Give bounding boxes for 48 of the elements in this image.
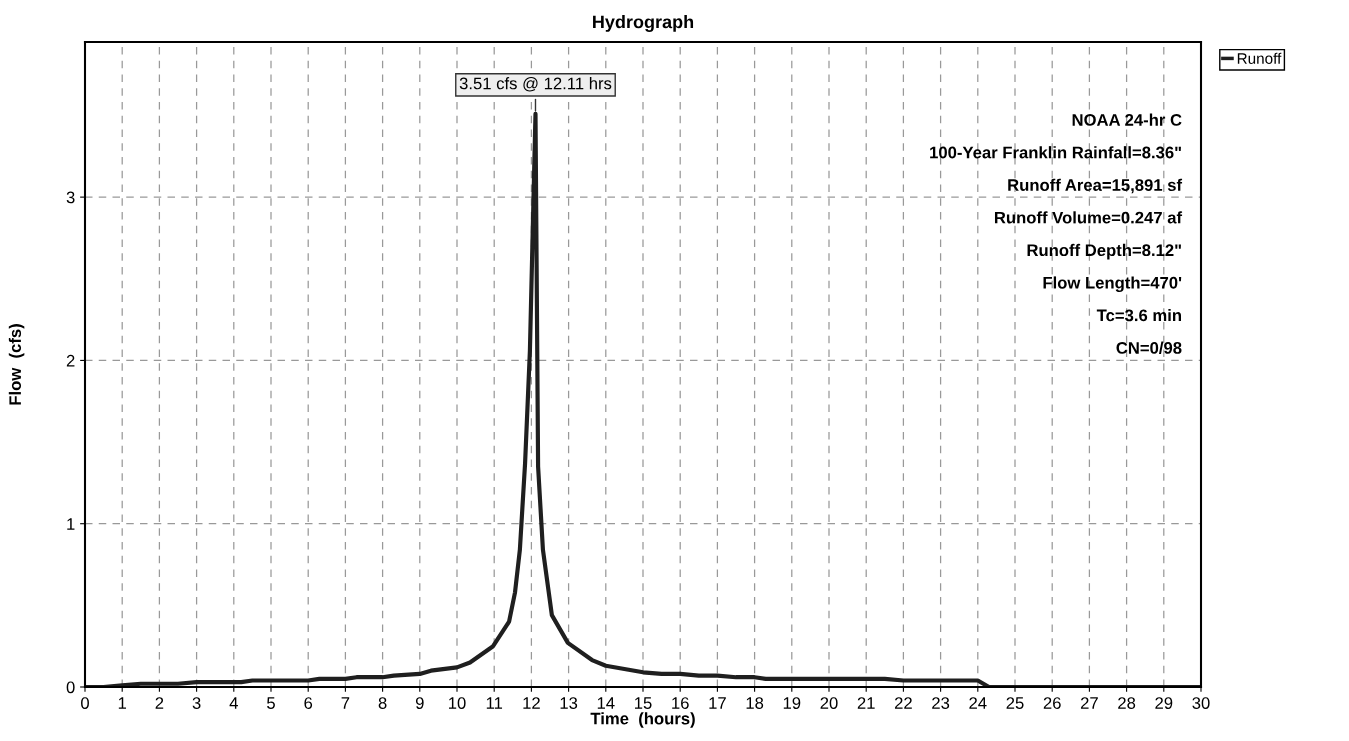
x-tick-label: 4 [229, 697, 238, 709]
x-tick-label: 8 [378, 697, 387, 709]
x-tick-label: 5 [267, 697, 275, 709]
x-tick-label: 29 [1155, 697, 1173, 709]
x-tick-label: 23 [932, 697, 950, 709]
x-tick-label: 15 [635, 697, 652, 709]
y-tick-label: 3 [66, 191, 75, 204]
x-tick-label: 22 [894, 697, 912, 709]
annotation: Runoff Area=15,891 sf [1008, 178, 1183, 194]
x-tick-label: 14 [597, 697, 615, 709]
x-tick-label: 20 [820, 697, 838, 709]
y-axis-title: Flow (cfs) [8, 324, 25, 405]
y-tick-label: 1 [67, 518, 75, 530]
legend-label: Runoff [1237, 52, 1282, 64]
annotation: 3.51 cfs @ 12.11 hrs [459, 77, 612, 92]
x-tick-label: 11 [486, 697, 503, 709]
x-tick-label: 12 [523, 697, 540, 709]
chart-title: Hydrograph [593, 15, 694, 32]
x-tick-label: 10 [449, 697, 466, 709]
x-axis-title: Time (hours) [590, 712, 695, 728]
x-tick-label: 30 [1192, 697, 1210, 709]
x-tick-label: 25 [1006, 697, 1024, 709]
x-tick-label: 6 [304, 697, 313, 709]
x-tick-label: 21 [857, 697, 875, 709]
x-tick-label: 17 [709, 697, 726, 709]
x-tick-label: 18 [746, 697, 764, 709]
x-tick-label: 7 [341, 697, 350, 709]
y-tick-label: 2 [66, 354, 75, 367]
x-tick-label: 3 [192, 697, 201, 709]
x-tick-label: 13 [560, 697, 578, 709]
x-tick-label: 27 [1080, 697, 1098, 709]
x-tick-label: 24 [969, 697, 987, 709]
x-tick-label: 9 [415, 697, 424, 709]
y-tick-label: 0 [66, 681, 75, 694]
x-tick-label: 1 [118, 697, 127, 709]
x-tick-label: 16 [672, 697, 689, 709]
x-tick-label: 28 [1118, 697, 1136, 709]
x-tick-label: 0 [81, 697, 89, 709]
x-tick-label: 2 [155, 697, 164, 709]
annotation: 100-Year Franklin Rainfall=8.36" [930, 146, 1181, 159]
annotation: CN=0/98 [1116, 341, 1182, 354]
x-tick-label: 26 [1043, 697, 1061, 709]
annotation: NOAA 24-hr C [1072, 113, 1182, 126]
x-tick-label: 19 [783, 697, 801, 709]
annotation: Runoff Depth=8.12" [1027, 243, 1181, 260]
annotation: Tc=3.6 min [1096, 309, 1181, 322]
annotation: Flow Length=470' [1043, 276, 1182, 292]
annotation: Runoff Volume=0.247 af [994, 211, 1183, 224]
